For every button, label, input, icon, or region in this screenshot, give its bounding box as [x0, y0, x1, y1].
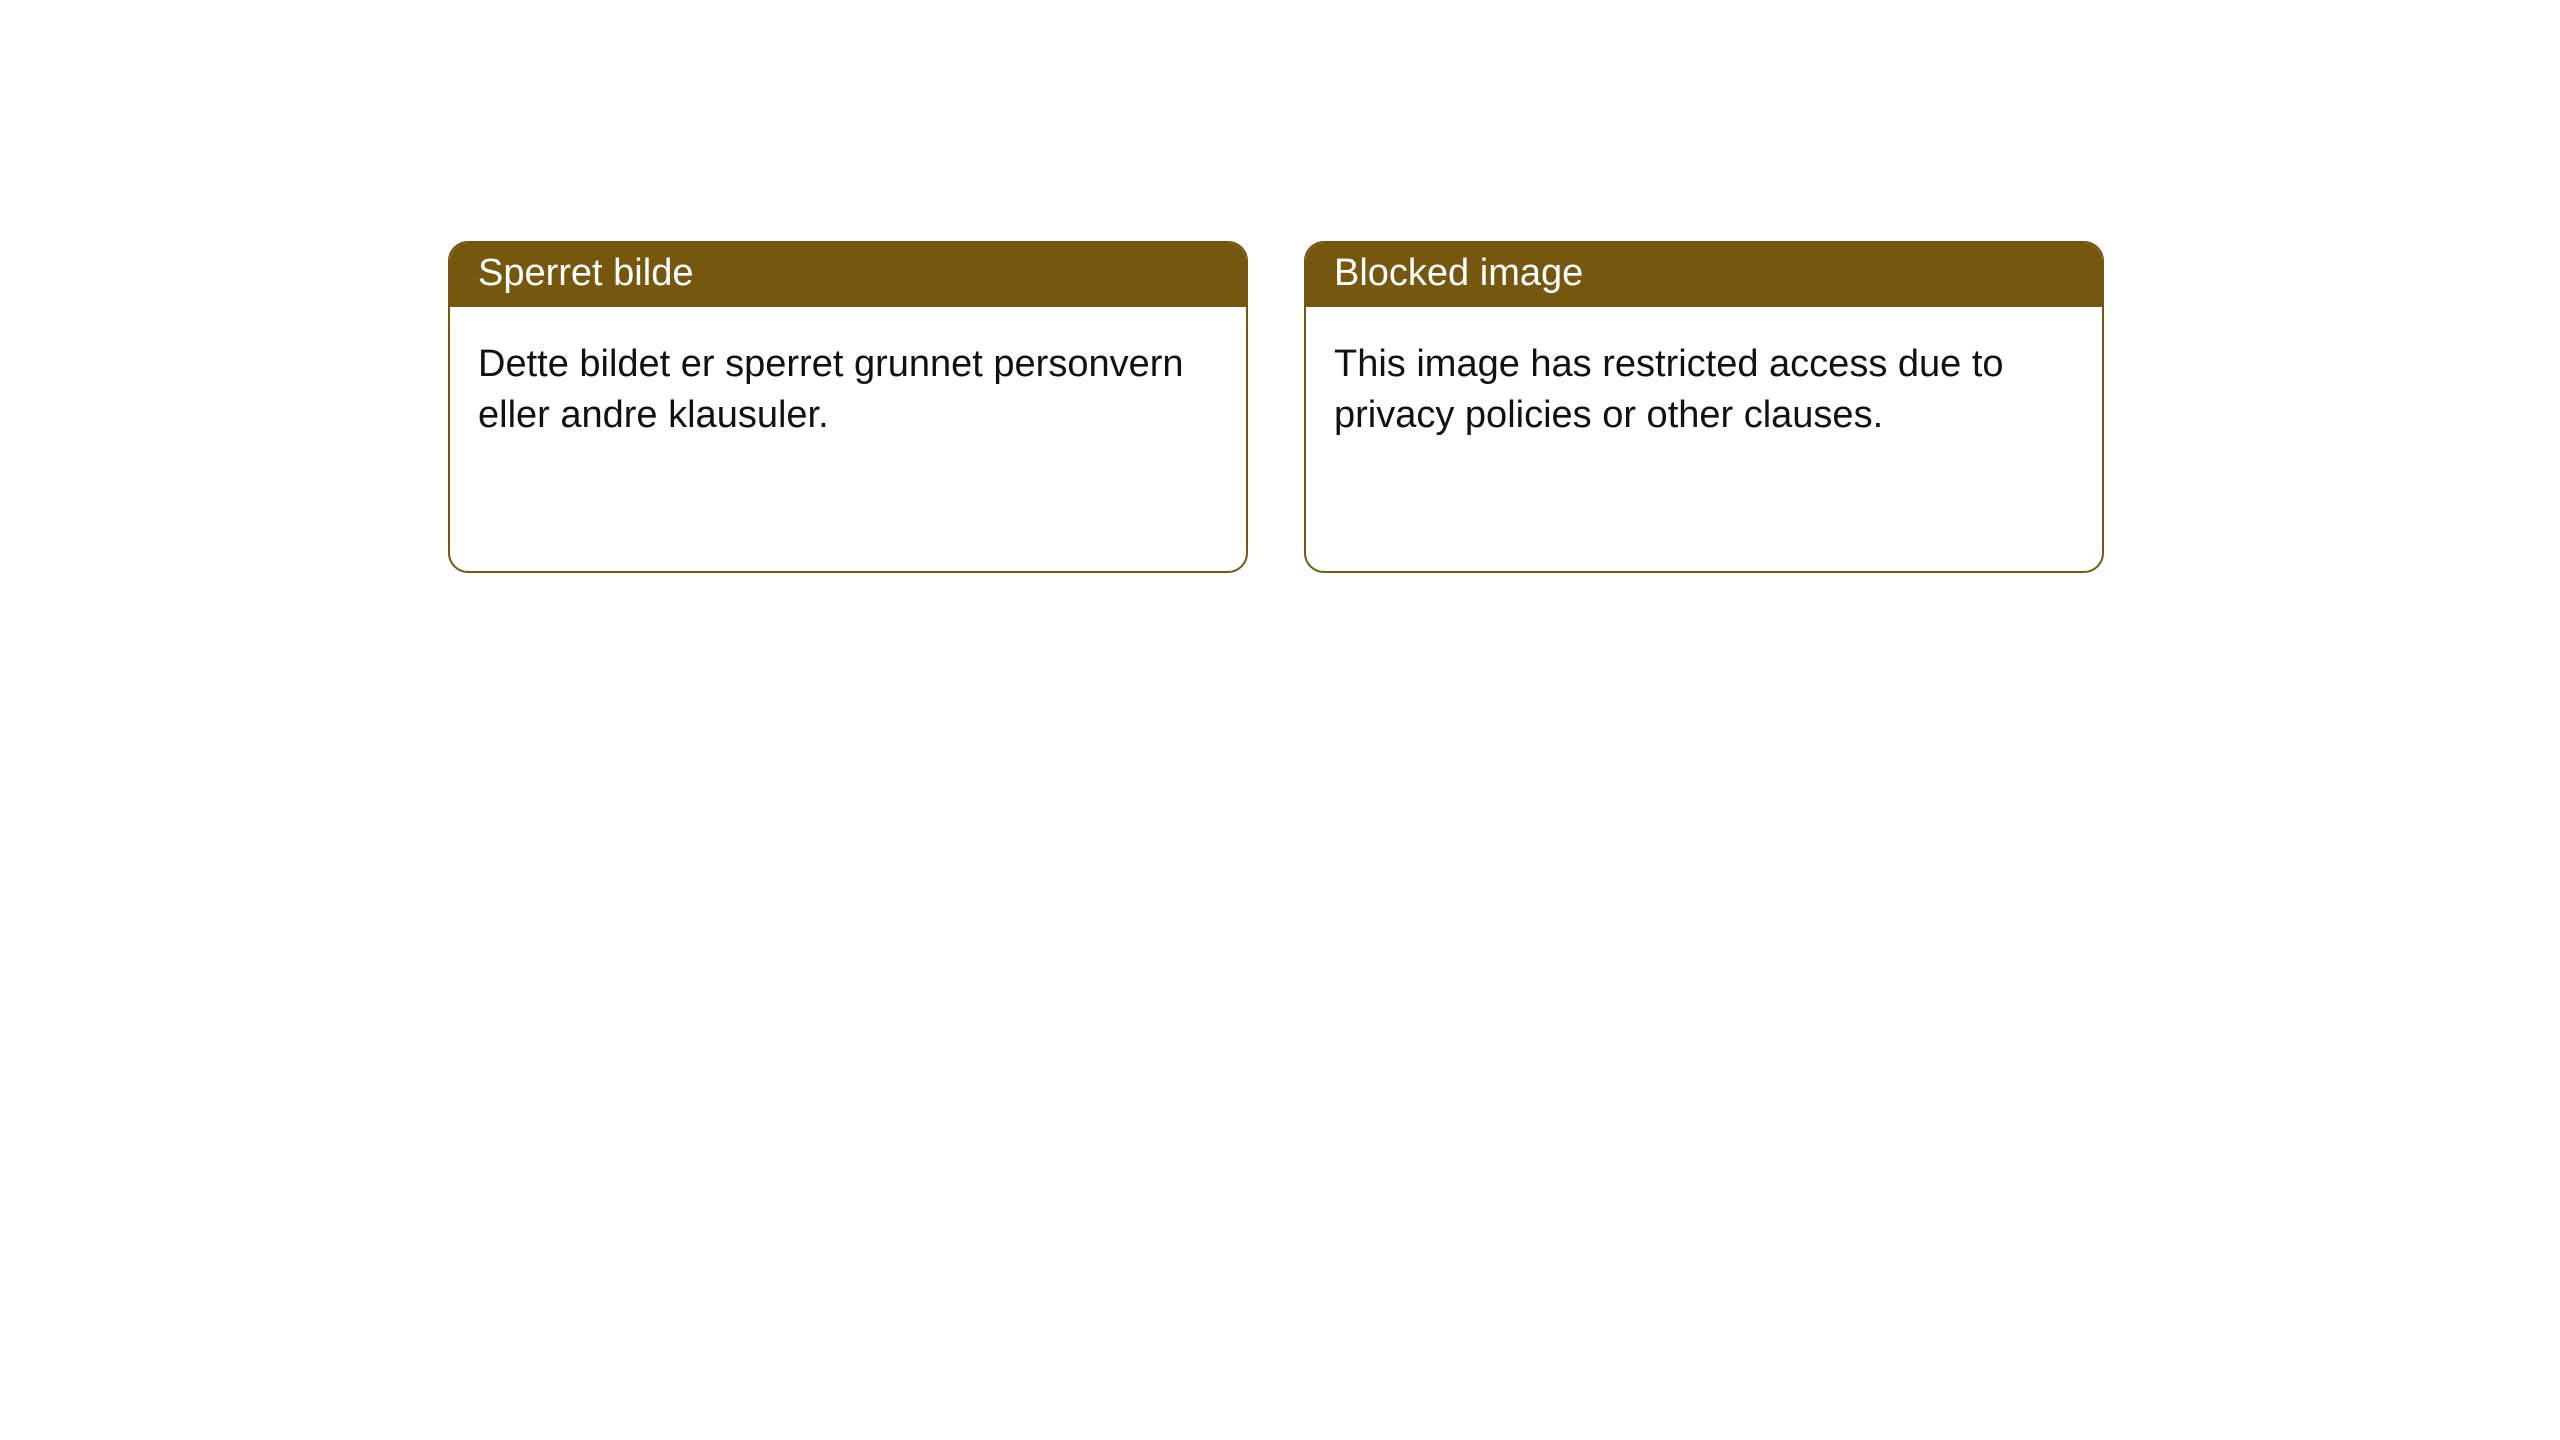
notice-panel-english: Blocked image This image has restricted … [1304, 241, 2104, 573]
panel-title: Blocked image [1306, 243, 2102, 307]
panel-body-text: Dette bildet er sperret grunnet personve… [450, 307, 1246, 474]
notice-container: Sperret bilde Dette bildet er sperret gr… [448, 241, 2104, 573]
notice-panel-norwegian: Sperret bilde Dette bildet er sperret gr… [448, 241, 1248, 573]
panel-title: Sperret bilde [450, 243, 1246, 307]
panel-body-text: This image has restricted access due to … [1306, 307, 2102, 474]
